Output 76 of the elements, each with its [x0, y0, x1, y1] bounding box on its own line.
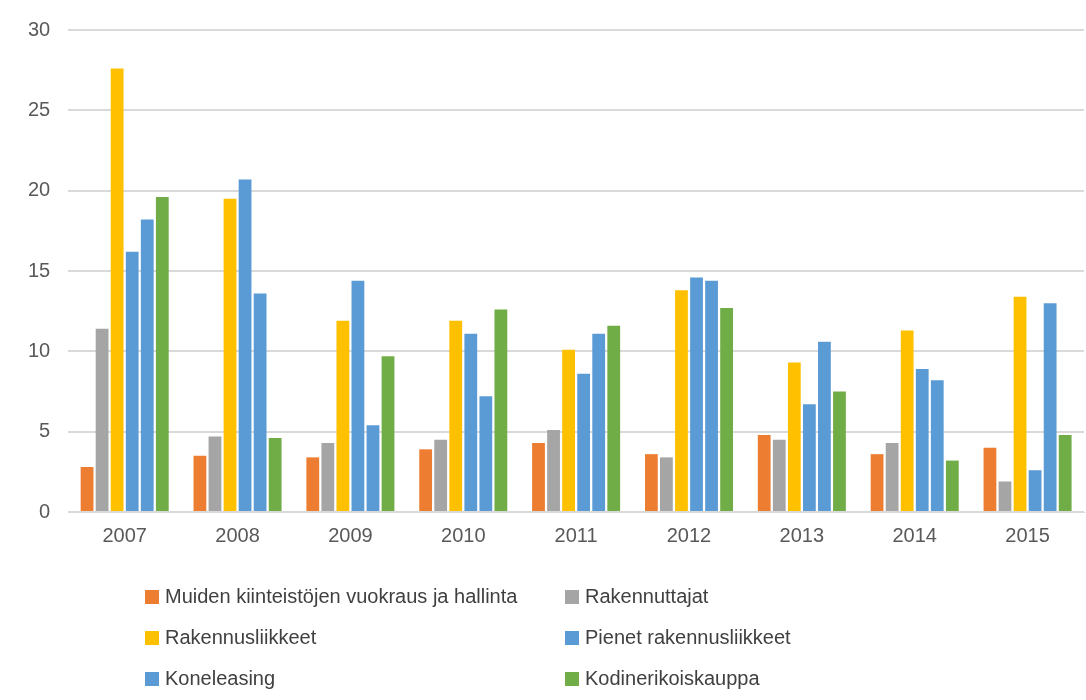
legend-label: Muiden kiinteistöjen vuokraus ja hallinta [165, 585, 518, 608]
bar [998, 481, 1012, 511]
legend-label: Pienet rakennusliikkeet [585, 626, 791, 649]
bar [983, 447, 997, 511]
bar [268, 438, 282, 511]
y-tick-label: 0 [39, 499, 51, 522]
bar [592, 333, 606, 511]
bar [833, 391, 846, 511]
x-tick-label: 2009 [328, 523, 373, 546]
bar [321, 442, 335, 511]
bar [140, 219, 154, 511]
bar [802, 404, 816, 511]
bar [705, 280, 718, 511]
bar [80, 467, 94, 511]
x-tick-label: 2014 [892, 523, 937, 546]
bar [644, 454, 658, 511]
bar [945, 460, 959, 511]
bar [675, 290, 688, 511]
bar [95, 328, 109, 511]
bar [336, 320, 350, 511]
y-tick-label: 5 [39, 419, 51, 442]
bar [660, 457, 673, 511]
bar [208, 436, 222, 511]
bar [1058, 434, 1072, 511]
bar [366, 425, 380, 511]
bar [562, 349, 575, 511]
bar [787, 362, 801, 511]
bar [900, 330, 914, 511]
x-tick-label: 2008 [215, 523, 260, 546]
bar [1028, 470, 1042, 511]
bar [494, 309, 508, 511]
bar [885, 442, 899, 511]
bar [720, 307, 733, 511]
bar [449, 320, 463, 511]
bar [351, 280, 365, 511]
bar [479, 396, 493, 511]
bar [1013, 296, 1027, 511]
y-tick-label: 10 [28, 338, 51, 361]
bar [381, 356, 395, 511]
legend-label: Rakennusliikkeet [165, 626, 317, 649]
bar [464, 333, 478, 511]
bar [772, 439, 786, 511]
legend-label: Rakennuttajat [585, 585, 709, 608]
bar [690, 277, 703, 511]
legend-label: Koneleasing [165, 667, 276, 690]
bar [223, 198, 237, 511]
bar [125, 251, 139, 511]
x-tick-label: 2011 [554, 523, 598, 546]
legend-label: Kodinerikoiskauppa [585, 667, 760, 690]
bar [547, 430, 560, 511]
bar [110, 68, 124, 511]
y-tick-label: 25 [28, 97, 51, 120]
y-tick-label: 20 [28, 178, 51, 201]
bar [532, 442, 545, 511]
bar [306, 457, 320, 511]
x-tick-label: 2013 [779, 523, 825, 546]
bar [434, 439, 448, 511]
x-tick-label: 2015 [1005, 523, 1050, 546]
bar [915, 369, 929, 511]
y-tick-label: 30 [28, 17, 51, 40]
bar [1043, 303, 1057, 511]
x-tick-label: 2012 [666, 523, 712, 546]
bar [238, 179, 252, 511]
bar [930, 380, 944, 511]
bar [870, 454, 884, 511]
bar [419, 449, 433, 511]
x-tick-label: 2010 [441, 523, 486, 546]
bar [155, 197, 169, 511]
x-tick-label: 2007 [102, 523, 147, 546]
y-tick-label: 15 [28, 258, 51, 281]
bar [607, 325, 621, 511]
bar [757, 434, 771, 511]
bar [818, 341, 831, 511]
bar [577, 373, 591, 511]
bar [193, 455, 207, 511]
bar [253, 293, 267, 511]
